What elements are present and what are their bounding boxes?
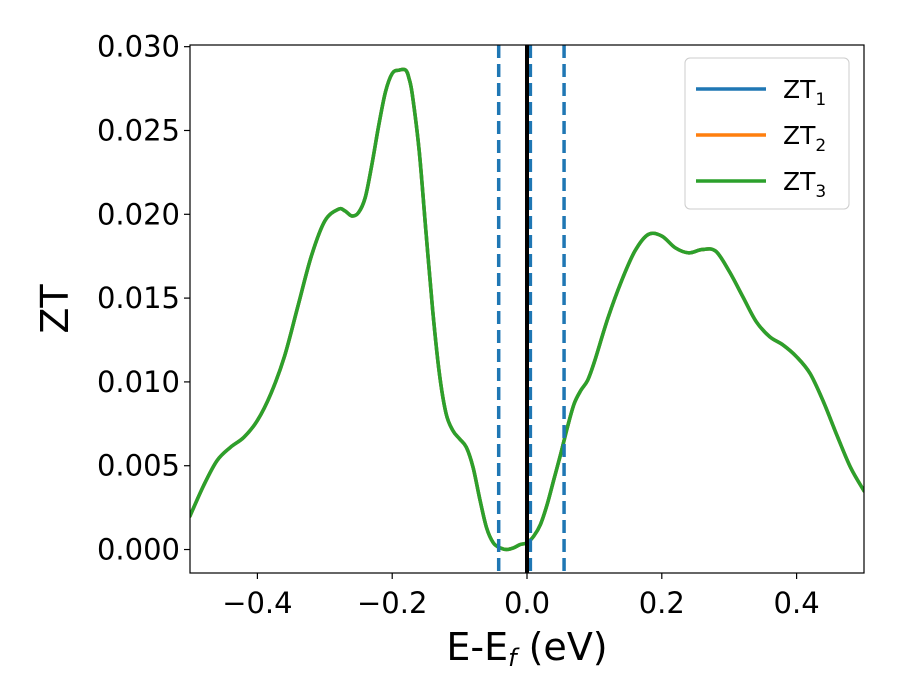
legend-entries: ZT1 ZT2 ZT3 [696, 75, 826, 202]
x-axis-label-main: E-E [446, 625, 508, 669]
legend-label-zt1: ZT1 [783, 75, 826, 110]
y-axis-label: ZT [33, 284, 77, 334]
series-line-zt3 [190, 67, 864, 552]
y-tick-label: 0.025 [97, 113, 180, 147]
x-axis-label-unit: (eV) [517, 625, 608, 669]
y-tick-label: 0.020 [97, 197, 180, 231]
legend-label-zt3: ZT3 [783, 167, 826, 202]
x-tick-label: −0.2 [357, 586, 427, 620]
y-tick-label: 0.005 [97, 449, 180, 483]
y-tick-label: 0.000 [97, 533, 180, 567]
y-tick-label: 0.030 [97, 30, 180, 64]
x-axis-label: E-Ef (eV) [446, 625, 607, 672]
x-tick-label: 0.4 [774, 586, 820, 620]
x-tick-label: 0.2 [639, 586, 685, 620]
legend-box [684, 57, 850, 210]
x-tick-label: −0.4 [222, 586, 292, 620]
legend-label-zt2: ZT2 [783, 121, 826, 156]
plot-area [190, 45, 864, 573]
axis-ticks: −0.4 −0.2 0.0 0.2 0.4 0.000 0.005 0.010 0.015 0.0… [97, 30, 820, 620]
y-tick-label: 0.015 [97, 281, 180, 315]
y-tick-label: 0.010 [97, 365, 180, 399]
x-tick-label: 0.0 [504, 586, 550, 620]
legend: ZT1 ZT2 ZT3 [684, 57, 850, 210]
